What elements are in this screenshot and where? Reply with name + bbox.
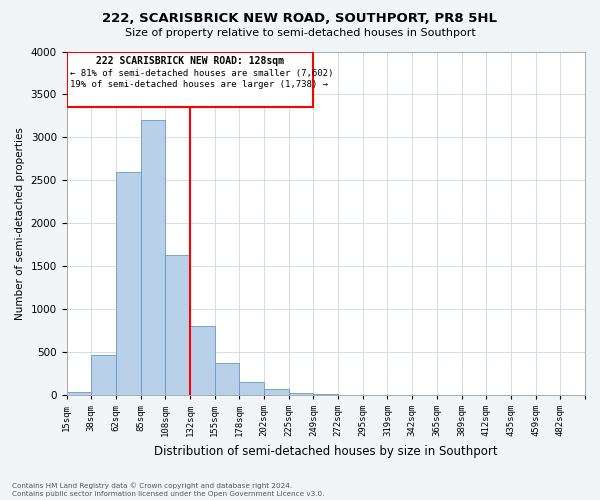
Bar [116, 172, 140, 395]
Bar [215, 362, 239, 395]
Text: 222 SCARISBRICK NEW ROAD: 128sqm: 222 SCARISBRICK NEW ROAD: 128sqm [96, 56, 284, 66]
Bar [239, 382, 264, 395]
Text: Contains public sector information licensed under the Open Government Licence v3: Contains public sector information licen… [12, 491, 325, 497]
Bar [140, 120, 165, 395]
Text: 222, SCARISBRICK NEW ROAD, SOUTHPORT, PR8 5HL: 222, SCARISBRICK NEW ROAD, SOUTHPORT, PR… [103, 12, 497, 26]
Bar [190, 326, 215, 395]
Y-axis label: Number of semi-detached properties: Number of semi-detached properties [15, 127, 25, 320]
Text: Size of property relative to semi-detached houses in Southport: Size of property relative to semi-detach… [125, 28, 475, 38]
Text: Contains HM Land Registry data © Crown copyright and database right 2024.: Contains HM Land Registry data © Crown c… [12, 482, 292, 489]
Text: 19% of semi-detached houses are larger (1,738) →: 19% of semi-detached houses are larger (… [70, 80, 328, 89]
FancyBboxPatch shape [67, 52, 313, 108]
Bar [264, 389, 289, 395]
Bar [67, 392, 91, 395]
X-axis label: Distribution of semi-detached houses by size in Southport: Distribution of semi-detached houses by … [154, 444, 497, 458]
Bar [289, 393, 313, 395]
Bar [165, 255, 190, 395]
Text: ← 81% of semi-detached houses are smaller (7,602): ← 81% of semi-detached houses are smalle… [70, 68, 334, 78]
Bar [91, 356, 116, 395]
